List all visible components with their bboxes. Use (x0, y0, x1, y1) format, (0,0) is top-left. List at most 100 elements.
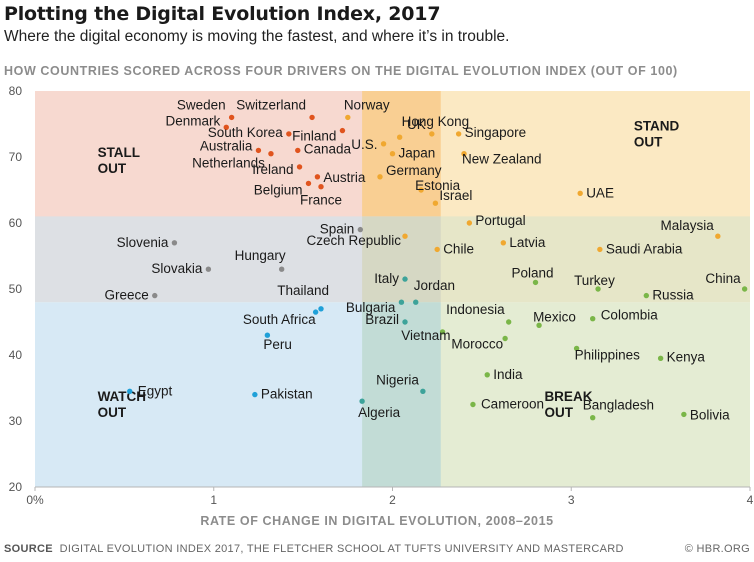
label-chile: Chile (443, 241, 474, 256)
point-canada (295, 147, 301, 154)
point-cameroon (470, 401, 476, 408)
point-greece (152, 292, 158, 299)
point-philippines (573, 345, 580, 352)
point-vietnam (439, 329, 446, 335)
point-israel (432, 200, 439, 206)
label-portugal: Portugal (475, 213, 525, 228)
point-kenya (657, 355, 664, 361)
point-morocco (502, 335, 508, 342)
point-peru (264, 332, 271, 338)
label-india: India (493, 367, 523, 382)
label-belgium: Belgium (254, 182, 303, 197)
credit: © HBR.ORG (684, 543, 750, 555)
point-saudi-arabia (597, 246, 603, 253)
point-south-korea (286, 131, 292, 137)
label-china: China (705, 271, 741, 286)
point-sweden (228, 114, 235, 121)
point-india (484, 372, 490, 378)
chart-subtitle: Where the digital economy is moving the … (4, 28, 510, 45)
y-tick-label: 70 (9, 150, 23, 164)
label-singapore: Singapore (465, 125, 527, 140)
label-brazil: Brazil (365, 312, 399, 327)
y-tick-label: 60 (9, 216, 23, 230)
point-latvia (500, 240, 507, 246)
chart-title: Plotting the Digital Evolution Index, 20… (4, 3, 441, 25)
x-tick-label: 1 (210, 493, 217, 507)
axes: 20 30 40 50 60 70 80 0% 1 2 3 4 (9, 84, 754, 507)
label-egypt: Egypt (138, 383, 173, 398)
y-tick-label: 20 (9, 480, 23, 494)
point-slovakia (205, 266, 212, 272)
label-bolivia: Bolivia (690, 407, 730, 422)
label-estonia: Estonia (415, 178, 461, 193)
quadrant-label-2: WATCH OUT (98, 389, 147, 420)
point-australia (255, 147, 262, 154)
label-south-africa: South Africa (243, 312, 316, 327)
label-bangladesh: Bangladesh (583, 398, 654, 413)
x-axis-title: RATE OF CHANGE IN DIGITAL EVOLUTION, 200… (200, 514, 553, 528)
quadrant-2 (35, 302, 393, 487)
point-belgium (305, 180, 312, 187)
point-new-zealand (461, 151, 467, 157)
label-kenya: Kenya (667, 349, 706, 364)
label-hong-kong: Hong Kong (402, 114, 470, 129)
label-greece: Greece (104, 288, 148, 303)
point-bulgaria (398, 299, 405, 305)
label-vietnam: Vietnam (401, 328, 450, 343)
point-south-africa (312, 309, 319, 315)
label-israel: Israel (439, 188, 472, 203)
point-bolivia (681, 411, 687, 418)
label-peru: Peru (263, 337, 292, 352)
label-thailand: Thailand (277, 283, 329, 298)
middle-band-left (35, 216, 393, 303)
point-russia (643, 292, 650, 299)
label-switzerland: Switzerland (236, 97, 306, 112)
point-jordan (413, 299, 419, 305)
label-indonesia: Indonesia (446, 302, 505, 317)
label-malaysia: Malaysia (661, 218, 715, 233)
point-japan (389, 151, 396, 157)
point-algeria (359, 398, 365, 404)
point-uk (429, 131, 435, 137)
vertical-band-bottom (362, 302, 441, 487)
point-ireland (296, 164, 303, 170)
label-poland: Poland (512, 265, 554, 280)
label-colombia: Colombia (601, 308, 659, 323)
quadrant-1 (392, 91, 750, 223)
point-germany (377, 174, 383, 180)
label-czech-republic: Czech Republic (306, 233, 401, 248)
label-slovakia: Slovakia (151, 261, 203, 276)
data-points (127, 114, 748, 421)
label-norway: Norway (344, 97, 390, 112)
chart-heading: HOW COUNTRIES SCORED ACROSS FOUR DRIVERS… (4, 64, 678, 78)
point-czech-republic (402, 233, 408, 239)
label-finland: Finland (292, 129, 336, 144)
label-philippines: Philippines (575, 347, 641, 362)
vertical-band-top (362, 91, 441, 217)
x-tick-label: 0% (26, 493, 44, 507)
label-france: France (300, 193, 342, 208)
quadrant-3 (392, 302, 750, 487)
quadrant-label-0: STALL OUT (98, 145, 141, 176)
label-denmark: Denmark (165, 113, 220, 128)
label-cameroon: Cameroon (481, 397, 544, 412)
point-thailand (318, 306, 324, 312)
label-bulgaria: Bulgaria (346, 300, 396, 315)
point-denmark (223, 124, 229, 130)
point-italy (402, 276, 408, 282)
label-saudi-arabia: Saudi Arabia (606, 241, 683, 256)
label-algeria: Algeria (358, 405, 401, 420)
point-brazil (402, 319, 408, 325)
point-austria (314, 174, 321, 180)
point-netherlands (268, 151, 274, 157)
point-pakistan (252, 391, 258, 398)
label-morocco: Morocco (451, 337, 503, 352)
point-bangladesh (590, 415, 596, 421)
point-egypt (127, 388, 133, 394)
point-hong-kong (396, 134, 403, 140)
label-sweden: Sweden (177, 97, 226, 112)
y-tick-label: 80 (9, 84, 23, 98)
label-australia: Australia (200, 138, 253, 153)
label-germany: Germany (386, 163, 442, 178)
